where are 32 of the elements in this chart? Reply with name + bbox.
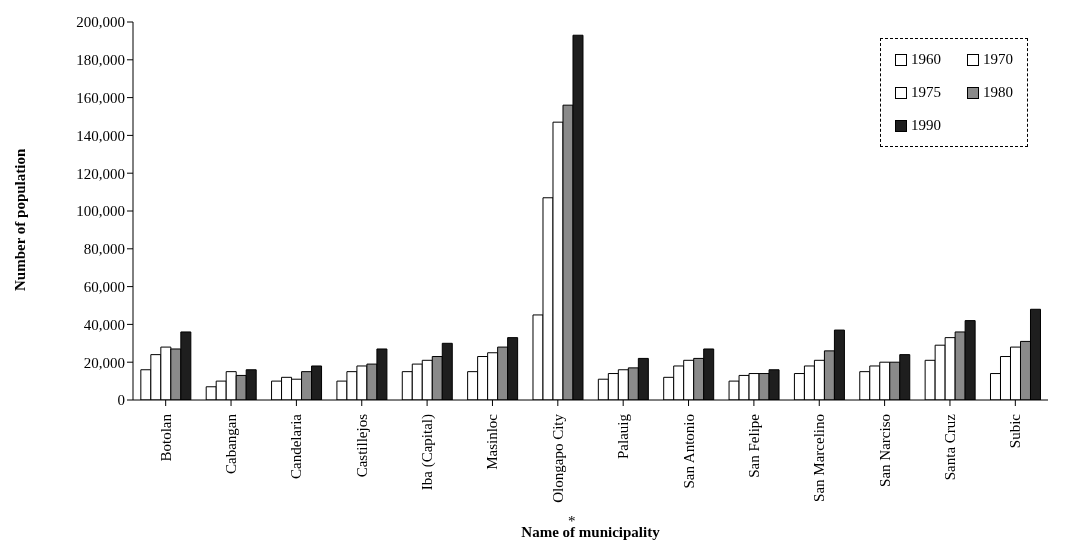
x-tick-label: Masinloc (484, 413, 501, 470)
x-tick-label: San Marcelino (811, 414, 828, 502)
x-tick-label: San Antonio (680, 414, 697, 489)
x-tick-label: Candelaria (288, 413, 305, 479)
y-tick-label: 0 (117, 392, 125, 409)
legend-label: 1960 (911, 51, 941, 68)
legend-label: 1970 (983, 51, 1013, 68)
x-tick-label: Subic (1007, 413, 1024, 449)
y-axis-title: Number of population (12, 148, 29, 291)
legend-label: 1990 (911, 117, 941, 134)
y-tick-label: 100,000 (76, 203, 125, 220)
y-tick-label: 40,000 (83, 316, 125, 333)
legend-label: 1975 (911, 84, 941, 101)
y-tick-label: 180,000 (76, 52, 125, 69)
x-tick-label: Santa Cruz (941, 413, 958, 481)
x-tick-label: San Narciso (876, 414, 893, 487)
x-tick-label: Iba (Capital) (419, 414, 437, 491)
x-tick-label: San Felipe (745, 413, 762, 478)
y-tick-label: 120,000 (76, 165, 125, 182)
x-tick-label: Cabangan (223, 413, 240, 474)
y-tick-label: 160,000 (76, 89, 125, 106)
x-tick-label: Botolan (157, 413, 174, 462)
legend-label: 1980 (983, 84, 1013, 101)
y-tick-label: 60,000 (83, 278, 125, 295)
y-tick-label: 80,000 (83, 241, 125, 258)
x-tick-label: Palauig (615, 413, 632, 459)
y-tick-label: 20,000 (83, 354, 125, 371)
x-axis-title: Name of municipality (521, 524, 661, 540)
x-tick-label: Castillejos (353, 413, 370, 478)
y-tick-label: 200,000 (76, 14, 125, 31)
x-tick-label: Olongapo City (549, 413, 566, 503)
y-tick-label: 140,000 (76, 127, 125, 144)
